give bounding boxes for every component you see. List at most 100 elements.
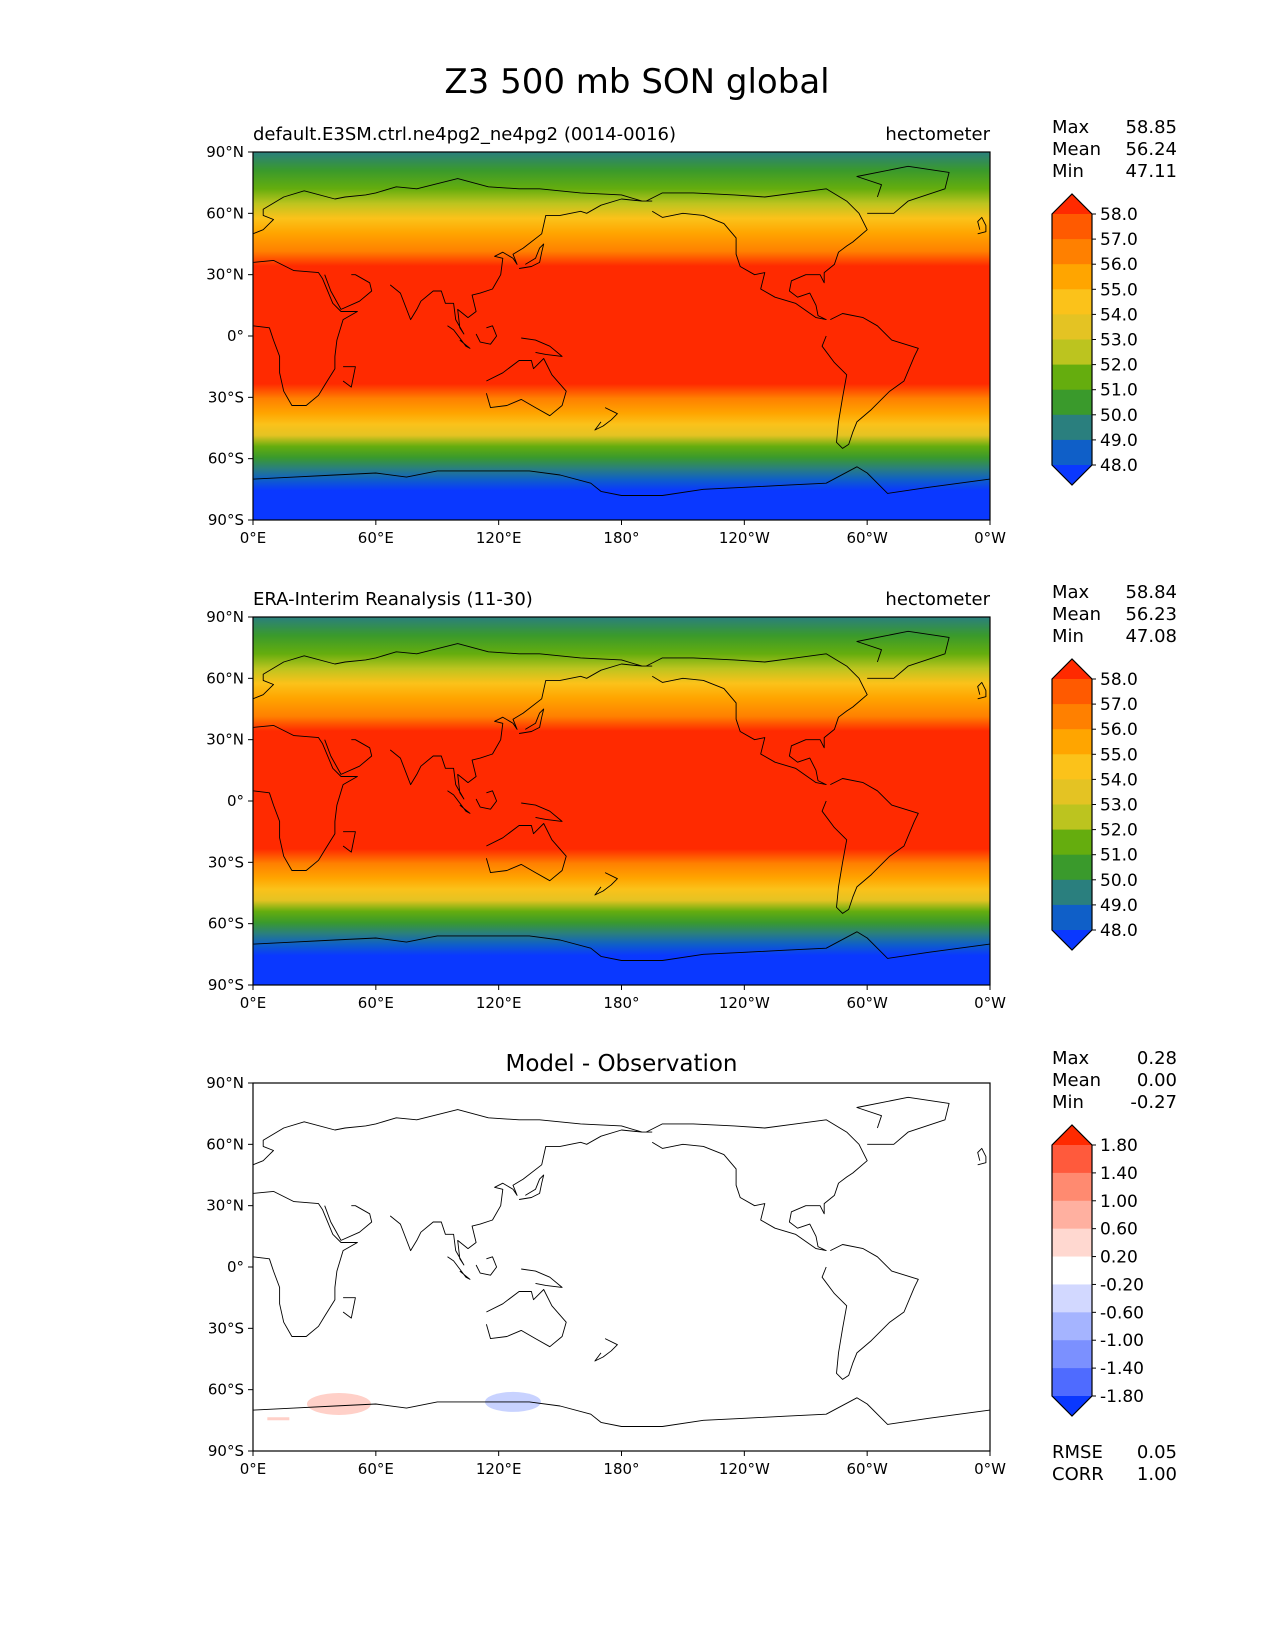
lat-tick-label: 90°S [208, 1442, 244, 1460]
stat-value: 0.28 [1137, 1048, 1177, 1069]
colorbar-label: 51.0 [1100, 846, 1138, 866]
lon-tick-label: 60°W [846, 1460, 888, 1478]
stat-label: Mean [1052, 604, 1101, 625]
colorbar-label: 50.0 [1100, 406, 1138, 426]
coastline [342, 1297, 356, 1319]
colorbar-segment [1052, 679, 1092, 705]
lat-tick-label: 30°N [206, 1197, 244, 1215]
colorbar-segment [1052, 904, 1092, 931]
coastline [252, 724, 358, 871]
colorbar-label: 53.0 [1100, 796, 1138, 816]
metric-value: 0.05 [1137, 1442, 1177, 1463]
figure-title: Z3 500 mb SON global [444, 62, 829, 102]
coastline [856, 165, 950, 214]
contour-field [253, 152, 990, 520]
colorbar-segment [1052, 804, 1092, 831]
colorbar-label: 51.0 [1100, 381, 1138, 401]
stat-label: Mean [1052, 1070, 1101, 1091]
coastline [521, 802, 563, 822]
colorbar-segment [1052, 1340, 1092, 1369]
colorbar-label: 53.0 [1100, 331, 1138, 351]
lat-tick-label: 30°S [208, 1319, 244, 1337]
lon-tick-label: 120°W [719, 1460, 770, 1478]
colorbar-label: 57.0 [1100, 230, 1138, 250]
coastline [252, 931, 991, 961]
colorbar-segment [1052, 339, 1092, 366]
lon-tick-label: 0°E [240, 1460, 267, 1478]
lon-tick-label: 60°E [358, 994, 394, 1012]
panel-left-title: ERA-Interim Reanalysis (11-30) [253, 589, 533, 610]
stat-value: 56.23 [1125, 604, 1177, 625]
coastline [977, 681, 987, 700]
colorbar-segment [1052, 1172, 1092, 1202]
lon-tick-label: 120°W [719, 529, 770, 547]
colorbar-segment [1052, 264, 1092, 290]
colorbar-segment [1052, 1256, 1092, 1285]
coastline [324, 739, 373, 775]
lat-tick-label: 60°S [208, 915, 244, 933]
coastline [594, 872, 618, 896]
lat-tick-label: 90°S [208, 976, 244, 994]
stat-value: 56.24 [1125, 139, 1177, 160]
coastline [252, 178, 643, 235]
coastline [475, 790, 498, 810]
lon-tick-label: 0°E [240, 529, 267, 547]
coastline [521, 1268, 563, 1288]
lat-tick-label: 90°S [208, 511, 244, 529]
colorbar-segment [1052, 214, 1092, 240]
coastline [447, 790, 471, 814]
lat-tick-label: 30°S [208, 853, 244, 871]
colorbar-label: 56.0 [1100, 720, 1138, 740]
colorbar-segment [1052, 854, 1092, 881]
colorbar-label: -0.20 [1100, 1275, 1144, 1295]
lat-tick-label: 90°N [206, 1074, 244, 1092]
colorbar-label: -1.00 [1100, 1331, 1144, 1351]
panel-units: hectometer [885, 589, 990, 610]
lon-tick-label: 120°E [476, 994, 522, 1012]
colorbar-label: 55.0 [1100, 280, 1138, 300]
coastline [389, 663, 653, 800]
stat-label: Min [1052, 626, 1084, 647]
lat-tick-label: 60°N [206, 1135, 244, 1153]
colorbar-segment [1052, 389, 1092, 416]
colorbar-label: 49.0 [1100, 896, 1138, 916]
coastline [519, 708, 545, 734]
colorbar-segment [1052, 1368, 1092, 1397]
coastline [594, 407, 618, 431]
colorbar-label: 1.00 [1100, 1192, 1138, 1212]
colorbar-segment [1052, 414, 1092, 441]
lat-tick-label: 30°N [206, 731, 244, 749]
colorbar-label: 0.60 [1100, 1220, 1138, 1240]
coastline [519, 243, 545, 269]
colorbar-segment [1052, 289, 1092, 315]
colorbar-label: 0.20 [1100, 1248, 1138, 1268]
coastline [594, 1338, 618, 1362]
stat-label: Min [1052, 161, 1084, 182]
coastline [389, 1129, 653, 1266]
coastline [252, 1109, 643, 1166]
lat-tick-label: 60°S [208, 1381, 244, 1399]
colorbar-label: 52.0 [1100, 821, 1138, 841]
lat-tick-label: 0° [227, 327, 244, 345]
positive-anomaly [306, 1392, 371, 1415]
colorbar-extend-max [1052, 1125, 1092, 1145]
colorbar-extend-min [1052, 1396, 1092, 1416]
colorbar-extend-min [1052, 930, 1092, 950]
colorbar-extend-max [1052, 659, 1092, 679]
colorbar-label: -0.60 [1100, 1303, 1144, 1323]
coastline [521, 337, 563, 357]
lat-tick-label: 90°N [206, 143, 244, 161]
stat-label: Mean [1052, 139, 1101, 160]
coastline [252, 1397, 991, 1427]
panel-left-title: default.E3SM.ctrl.ne4pg2_ne4pg2 (0014-00… [253, 124, 676, 145]
lon-tick-label: 0°W [974, 994, 1006, 1012]
colorbar-label: 48.0 [1100, 921, 1138, 941]
colorbar-segment [1052, 439, 1092, 466]
coastline [252, 643, 643, 700]
colorbar-label: 58.0 [1100, 205, 1138, 225]
contour-field [253, 617, 990, 985]
coastline [821, 313, 919, 449]
colorbar-label: 1.40 [1100, 1164, 1138, 1184]
colorbar-segment [1052, 779, 1092, 805]
